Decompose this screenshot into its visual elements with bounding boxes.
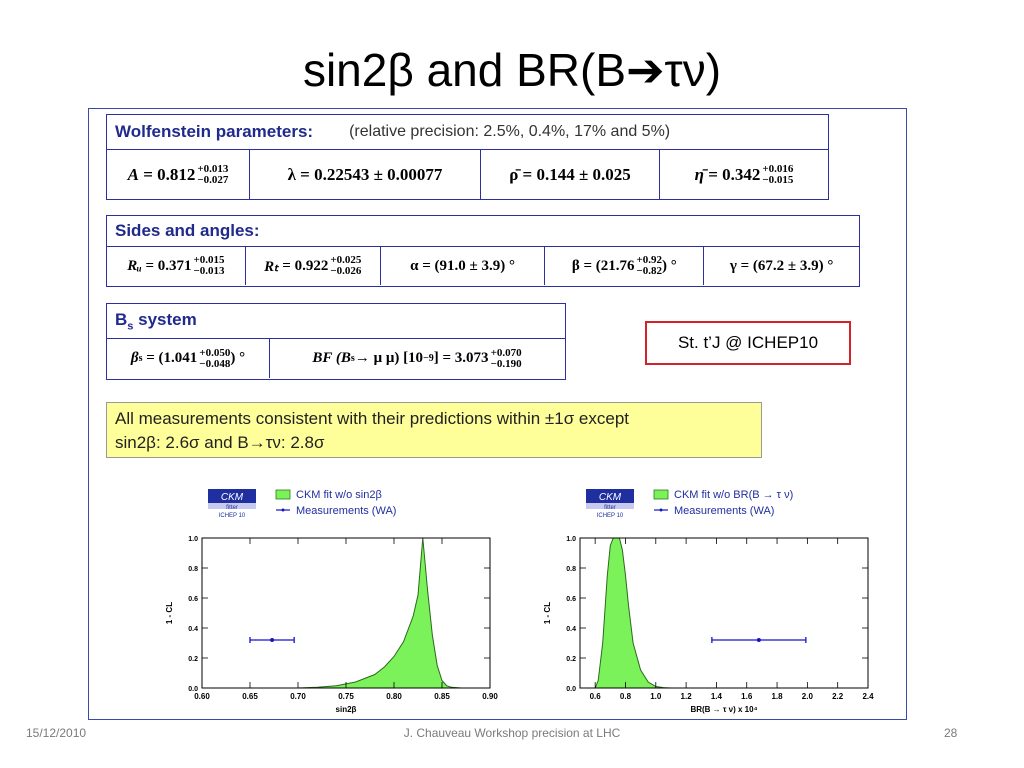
x-tick-label: 1.8: [771, 692, 783, 701]
bs-header: Bs system: [115, 309, 197, 333]
y-tick-label: 0.0: [188, 686, 198, 693]
logo-text-2: fitter: [604, 505, 616, 511]
x-tick-label: 0.90: [482, 692, 498, 701]
logo-text-1: CKM: [221, 492, 244, 503]
wolfenstein-header: Wolfenstein parameters:: [115, 122, 314, 141]
ckmfitter-logo: [208, 489, 256, 503]
x-tick-label: 0.60: [194, 692, 210, 701]
y-tick-label: 0.6: [566, 596, 576, 603]
legend-fit-swatch: [275, 489, 291, 500]
sides-angles-box: Sides and angles: Rᵤ = 0.371 +0.015 −0.01…: [106, 215, 860, 287]
conference-tag: St. t’J @ ICHEP10: [645, 321, 851, 365]
legend-meas-label: Measurements (WA): [674, 505, 774, 517]
cl-area: [594, 537, 671, 689]
legend-meas-label: Measurements (WA): [296, 505, 396, 517]
y-tick-label: 0.6: [188, 596, 198, 603]
logo-text-2: fitter: [226, 505, 238, 511]
y-tick-label: 0.8: [188, 566, 198, 573]
cl-area: [297, 537, 462, 689]
y-tick-label: 0.2: [188, 656, 198, 663]
y-tick-label: 1.0: [566, 536, 576, 543]
param-gamma: γ = (67.2 ± 3.9) °: [729, 257, 834, 274]
x-tick-label: 1.0: [650, 692, 662, 701]
param-beta: β = (21.76 +0.92 −0.82 ) °: [545, 247, 705, 285]
slide-title: sin2β and BR(B➔τν): [302, 44, 722, 96]
x-tick-label: 0.65: [242, 692, 258, 701]
x-axis-label: sin2β: [336, 705, 357, 714]
y-tick-label: 0.2: [566, 656, 576, 663]
x-tick-label: 0.85: [434, 692, 450, 701]
x-tick-label: 1.2: [681, 692, 693, 701]
y-tick-label: 0.4: [566, 626, 576, 633]
legend-fit-label: CKM fit w/o BR(B → τ ν): [674, 489, 793, 501]
y-tick-label: 0.8: [566, 566, 576, 573]
y-tick-label: 1.0: [188, 536, 198, 543]
summary-line-1: All measurements consistent with their p…: [115, 409, 629, 428]
footer-date: 15/12/2010: [26, 726, 87, 740]
wolfenstein-box: Wolfenstein parameters: (relative precis…: [106, 114, 829, 200]
logo-text-3: ICHEP 10: [597, 513, 624, 519]
x-tick-label: 2.0: [802, 692, 814, 701]
footer-center: J. Chauveau Workshop precision at LHC: [403, 726, 621, 740]
measurement-point: [270, 638, 275, 642]
x-tick-label: 0.6: [590, 692, 602, 701]
param-eta: η̄ = 0.342 +0.016 −0.015: [694, 162, 794, 186]
legend-meas-dot: [659, 508, 663, 512]
footer-page: 28: [944, 726, 958, 740]
param-alpha: α = (91.0 ± 3.9) °: [381, 247, 546, 285]
chart-sin2beta: CKM fitter ICHEP 10 CKM fit w/o sin2β Measur…: [165, 489, 498, 714]
x-tick-label: 0.70: [290, 692, 306, 701]
x-tick-label: 0.8: [620, 692, 632, 701]
x-tick-label: 2.4: [862, 692, 874, 701]
param-lambda: λ = 0.22543 ± 0.00077: [250, 150, 481, 199]
param-rho: ρ̄ = 0.144 ± 0.025: [481, 150, 660, 199]
summary-line-2: sin2β: 2.6σ and B→τν: 2.8σ: [115, 433, 325, 452]
measurement-point: [756, 638, 761, 642]
y-tick-label: 0.4: [188, 626, 198, 633]
param-bf-bs-mumu: BF (B s → μ μ) [10 −9] = 3.073 +0.070 −0.19…: [312, 346, 522, 370]
plot-frame: [579, 537, 869, 689]
legend-fit-label: CKM fit w/o sin2β: [296, 489, 382, 501]
param-A: A = 0.812 +0.013 −0.027: [107, 150, 250, 199]
logo-text-1: CKM: [599, 492, 622, 503]
plot-frame: [201, 537, 491, 689]
x-tick-label: 2.2: [832, 692, 844, 701]
y-axis-label: 1 - CL: [165, 602, 174, 624]
chart-br-btaunu: CKM fitter ICHEP 10 CKM fit w/o BR(B → τ ν)…: [543, 489, 874, 714]
x-tick-label: 1.4: [711, 692, 723, 701]
y-axis-label: 1 - CL: [543, 602, 552, 624]
x-axis-label: BR(B → τ ν) x 10⁴: [690, 705, 757, 714]
param-Rt: Rₜ = 0.922 +0.025 −0.026: [246, 247, 381, 285]
sides-header: Sides and angles:: [115, 221, 260, 240]
wolfenstein-note: (relative precision: 2.5%, 0.4%, 17% and…: [349, 123, 671, 140]
legend-fit-swatch: [653, 489, 669, 500]
y-tick-label: 0.0: [566, 686, 576, 693]
x-tick-label: 1.6: [741, 692, 753, 701]
ckmfitter-logo: [586, 489, 634, 503]
legend-meas-dot: [281, 508, 285, 512]
logo-band: [208, 503, 256, 509]
logo-text-3: ICHEP 10: [219, 513, 246, 519]
logo-band: [586, 503, 634, 509]
x-tick-label: 0.75: [338, 692, 354, 701]
summary-box: All measurements consistent with their p…: [106, 402, 762, 458]
param-Ru: Rᵤ = 0.371 +0.015 −0.013: [107, 247, 246, 285]
x-tick-label: 0.80: [386, 692, 402, 701]
